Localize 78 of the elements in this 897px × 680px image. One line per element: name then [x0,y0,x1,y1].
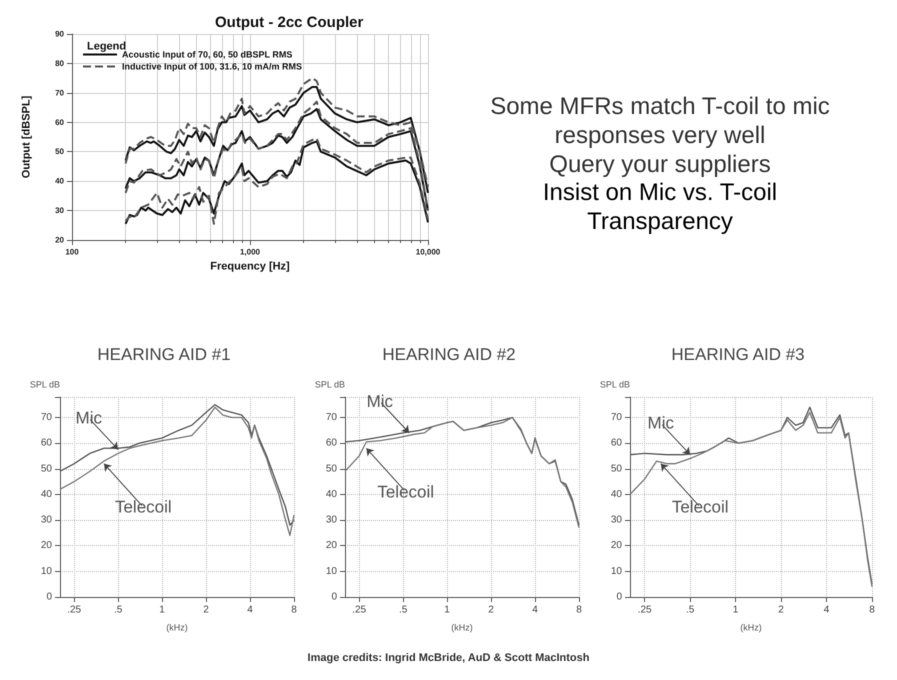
y-tick-label: 50 [55,147,65,156]
x-tick-label: 2 [488,604,494,616]
y-axis-title: SPL dB [314,380,345,390]
x-tick-label: .25 [638,604,652,616]
y-tick-label: 30 [610,514,622,526]
y-tick-label: 50 [40,463,52,474]
x-tick-label: 10,000 [416,248,441,256]
chart-title: HEARING AID #3 [671,345,805,364]
x-tick-label: 4 [824,604,830,616]
x-axis-title: (kHz) [166,622,188,632]
x-axis-title: (kHz) [740,622,762,632]
y-tick-label: 20 [55,236,65,244]
annotation: Telecoil [672,498,729,517]
x-axis-title: Frequency [Hz] [210,260,290,272]
y-tick-label: 30 [40,514,52,526]
x-tick-label: 100 [65,248,80,256]
y-tick-label: 70 [326,412,338,424]
y-axis-title: SPL dB [30,380,60,390]
annotation: Mic [76,408,102,428]
y-tick-label: 60 [40,438,52,449]
chart-title: Output - 2cc Coupler [215,14,364,31]
y-tick-label: 60 [55,118,65,127]
x-tick-label: .5 [686,604,695,616]
x-tick-label: 8 [576,604,582,616]
x-tick-label: .25 [352,604,367,616]
text: Some MFRs match T-coil to mic responses very well [489,93,831,151]
x-tick-label: 1 [732,604,739,616]
annotation: Telecoil [114,498,172,517]
x-tick-label: 8 [869,604,876,616]
y-tick-label: 70 [40,412,52,424]
y-tick-label: 10 [40,566,52,577]
y-tick-label: 50 [326,463,338,474]
y-axis-title: SPL dB [600,380,630,390]
y-tick-label: 30 [55,206,65,216]
y-tick-label: 40 [610,488,622,500]
x-tick-label: 4 [532,604,538,616]
y-tick-label: 60 [326,438,338,449]
annotation: Mic [648,414,674,433]
y-tick-label: 40 [55,176,65,186]
x-tick-label: .25 [67,604,82,616]
x-tick-label: .5 [398,604,408,616]
y-tick-label: 0 [331,592,338,602]
annotation: Mic [366,392,394,411]
y-tick-label: 80 [55,58,65,68]
text: Query your suppliers [548,150,772,180]
y-tick-label: 70 [610,412,622,424]
x-tick-label: 2 [778,604,784,616]
x-tick-label: 1,000 [240,248,261,256]
legend-label: Inductive Input of 100, 31.6, 10 mA/m RMS [122,62,302,72]
y-tick-label: 20 [40,540,52,552]
x-tick-label: .5 [114,604,123,616]
y-tick-label: 0 [46,592,52,602]
y-tick-label: 10 [326,566,338,577]
y-tick-label: 20 [326,540,338,552]
x-tick-label: 1 [444,604,450,616]
chart-title: HEARING AID #1 [97,345,231,364]
y-tick-label: 0 [616,592,622,602]
chart-title: HEARING AID #2 [382,345,516,364]
x-tick-label: 8 [291,604,298,616]
x-tick-label: 1 [159,604,166,616]
text: Insist on Mic vs. T-coil Transparency [542,179,778,237]
x-axis-title: (kHz) [451,622,473,632]
y-axis-title: Output [dBSPL] [20,95,32,178]
y-tick-label: 10 [610,566,622,577]
y-tick-label: 30 [326,514,338,526]
y-tick-label: 40 [326,488,338,500]
annotation: Telecoil [377,482,434,502]
legend-title: Legend [87,40,126,52]
y-tick-label: 20 [610,540,622,552]
y-tick-label: 50 [610,463,622,474]
y-tick-label: 90 [55,30,65,38]
y-tick-label: 70 [55,88,65,98]
x-tick-label: 4 [247,604,254,616]
legend-label: Acoustic Input of 70, 60, 50 dBSPL RMS [122,50,292,60]
y-tick-label: 40 [40,488,52,500]
text: Image credits: Ingrid McBride, AuD & Scott MacIntosh [306,652,590,666]
y-tick-label: 60 [610,438,622,449]
x-tick-label: 2 [203,604,210,616]
